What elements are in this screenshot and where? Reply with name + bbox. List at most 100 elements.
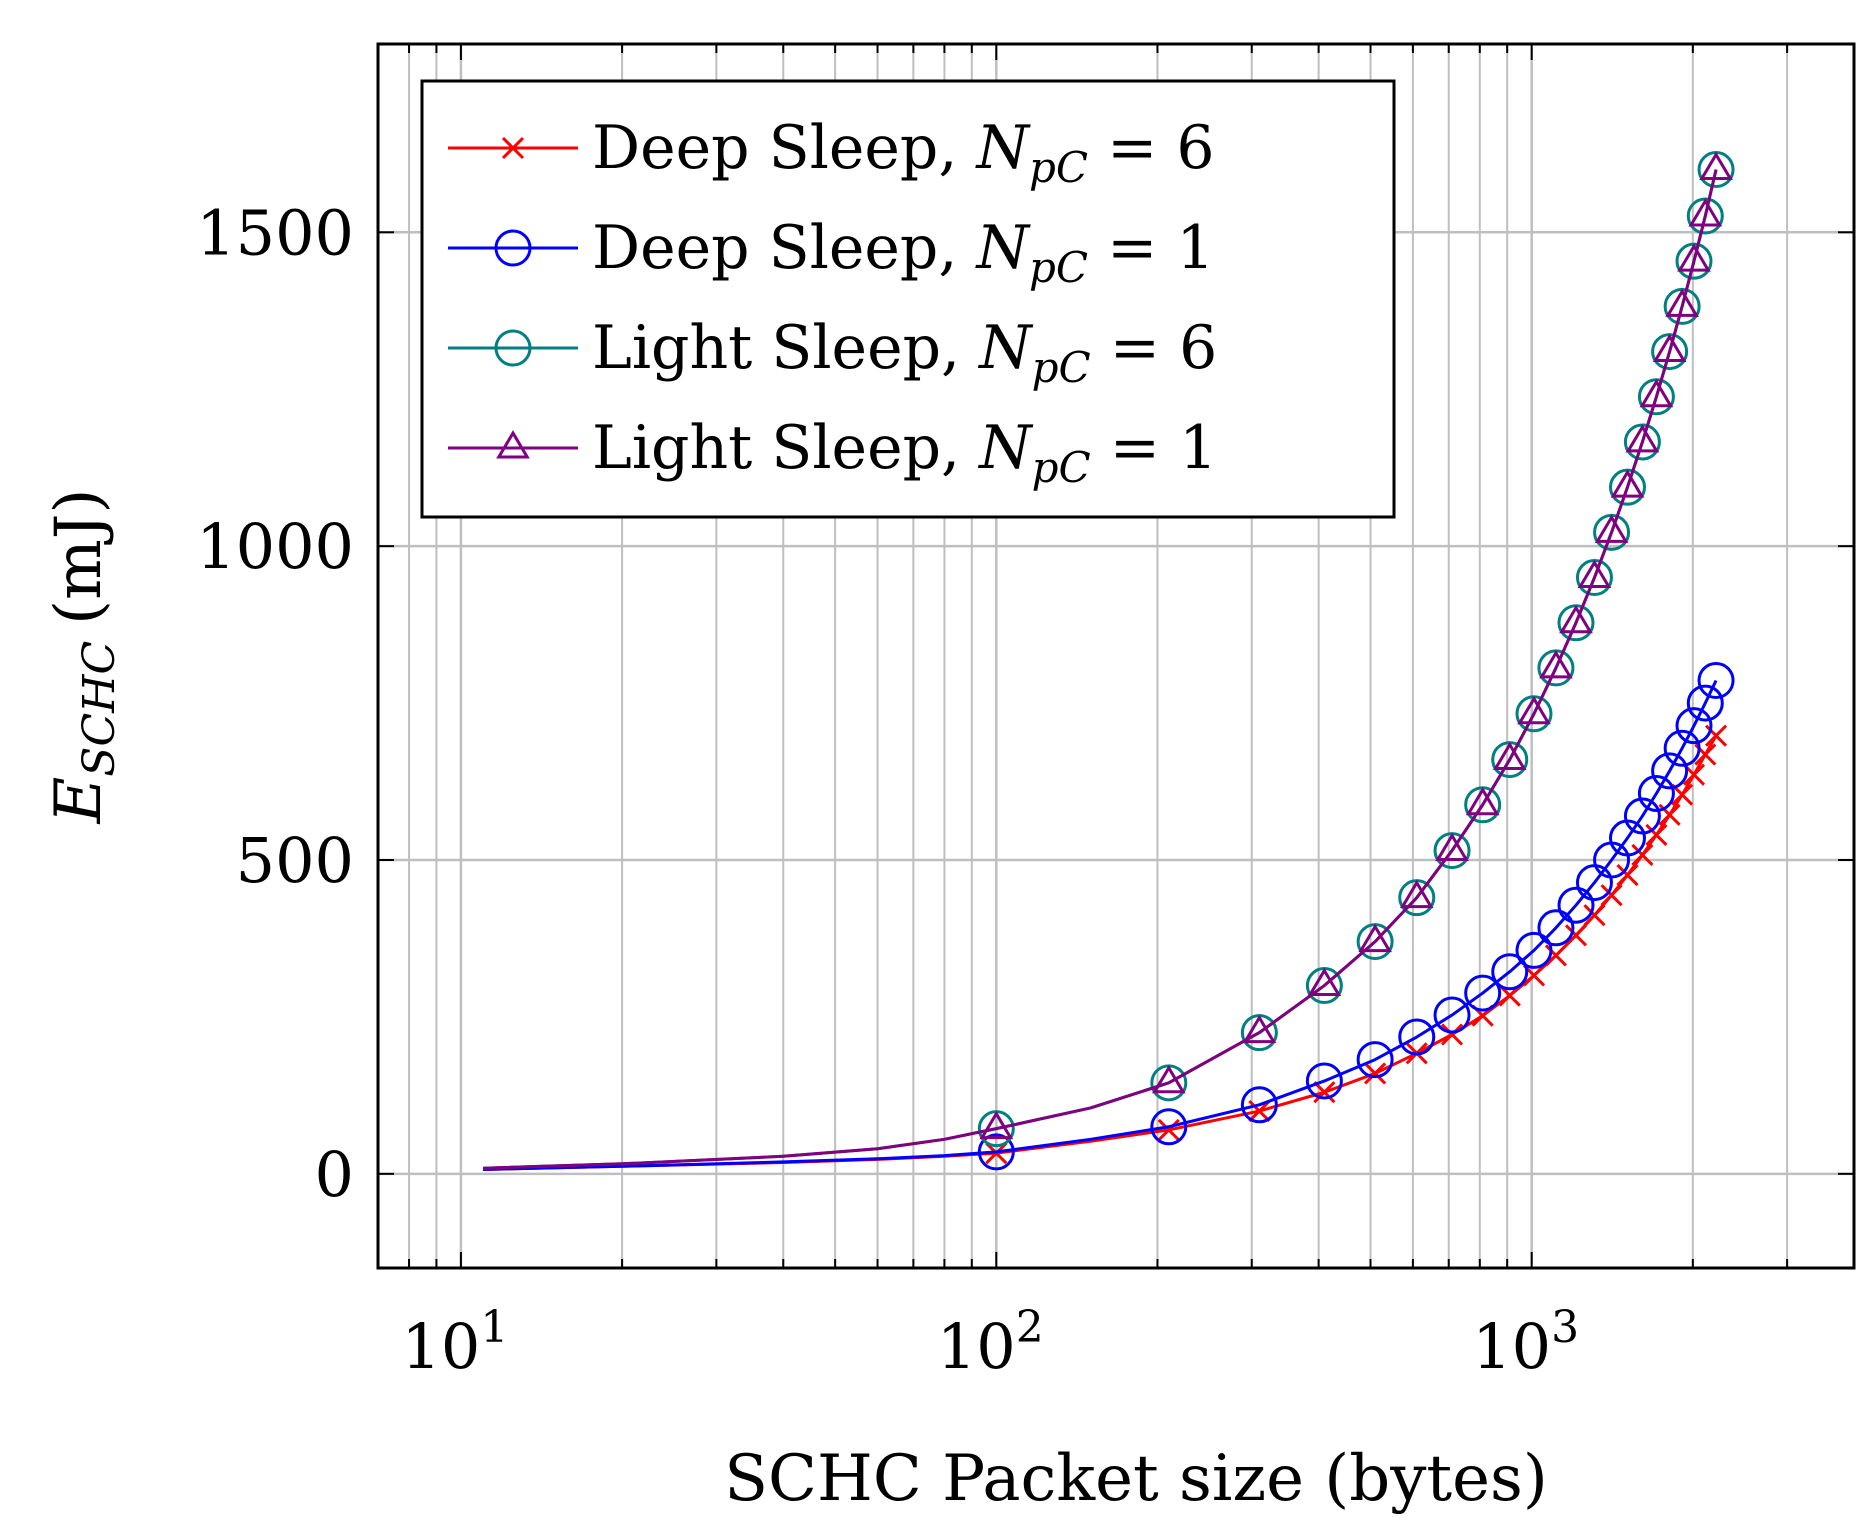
legend-suffix: = 1 [1088,213,1215,283]
marker-triangle [1539,650,1573,679]
legend-label: Deep Sleep, NpC = 1 [592,213,1215,292]
marker-triangle [1559,604,1593,634]
plot-frame [376,42,1856,1270]
x-tick-label-base: 10 [1472,1310,1551,1383]
marker-circle [1356,1041,1394,1079]
marker-triangle [1492,741,1527,771]
marker-triangle [1652,333,1687,363]
marker-triangle [1307,967,1342,997]
y-tick-label: 1500 [196,196,354,269]
marker-triangle [1465,786,1500,816]
legend-prefix: Deep Sleep, [592,113,976,183]
legend-var: N [977,313,1034,383]
marker-x [1631,843,1654,867]
series-group [483,151,1735,1171]
marker-circle [1305,1062,1343,1100]
marker-triangle [1242,1014,1277,1044]
y-tick-label: 500 [236,824,354,897]
marker-circle [1150,1108,1188,1146]
y-tick-label: 0 [315,1138,354,1211]
marker-triangle [1665,288,1699,317]
series-2 [483,661,1735,1171]
marker-circle [494,329,532,367]
x-tick-label-base: 10 [401,1310,480,1383]
marker-circle [1515,931,1553,969]
x-tick-label-exp: 2 [1016,1302,1044,1353]
marker-x [1564,924,1588,947]
marker-x [1544,944,1568,967]
marker-triangle [1610,469,1645,498]
legend-prefix: Light Sleep, [592,313,979,383]
marker-triangle [979,1110,1014,1140]
marker-triangle [1688,198,1723,227]
marker-circle [1686,684,1724,722]
marker-x [1440,1023,1464,1046]
x-tick-label: 102 [937,1302,1044,1383]
legend-sub: pC [1029,243,1088,292]
legend-suffix: = 6 [1088,113,1215,183]
legend-box [420,79,1396,519]
marker-circle [1697,661,1735,699]
marker-circle [1240,1086,1278,1124]
marker-x [1583,904,1606,927]
marker-circle [1675,707,1713,745]
marker-x [1313,1081,1336,1104]
marker-triangle [1358,923,1392,953]
marker-circle [1557,886,1595,924]
marker-triangle [1517,695,1551,725]
legend-entry: Deep Sleep, NpC = 6 [448,113,1215,192]
marker-circle [1398,1018,1436,1056]
series-line [483,169,1718,1170]
legend-var: N [977,413,1034,483]
marker-x [1645,823,1668,846]
legend-sub: pC [1029,143,1088,192]
legend-label: Light Sleep, NpC = 6 [592,313,1217,392]
marker-triangle [1577,559,1612,589]
y-axis-title: ESCHC (mJ) [42,489,125,825]
marker-x [1616,864,1639,887]
x-tick-label-exp: 3 [1551,1302,1579,1353]
legend-prefix: Light Sleep, [592,413,979,483]
x-tick-label-base: 10 [937,1310,1016,1383]
marker-circle [1663,729,1701,767]
marker-circle [1537,909,1575,947]
marker-triangle [496,430,530,459]
marker-circle [1623,797,1661,835]
marker-triangle [1399,879,1434,909]
marker-circle [494,229,532,267]
legend-sub: pC [1032,443,1091,492]
x-axis-title: SCHC Packet size (bytes) [724,1442,1548,1516]
marker-triangle [1625,424,1660,453]
marker-triangle [1699,151,1733,181]
marker-triangle [1639,378,1674,408]
y-axis-title-main: E [42,777,116,825]
marker-triangle [1594,514,1629,543]
x-tick-label: 101 [401,1302,508,1383]
series-4 [483,151,1733,1170]
legend-label: Deep Sleep, NpC = 6 [592,113,1215,192]
marker-triangle [1151,1064,1186,1094]
y-axis-title-unit: (mJ) [42,489,116,625]
y-axis-title-sub: SCHC [74,641,125,777]
legend-suffix: = 1 [1091,413,1218,483]
marker-circle [1491,953,1529,991]
x-tick-label: 103 [1472,1302,1579,1383]
marker-triangle [1435,832,1469,862]
legend-label: Light Sleep, NpC = 1 [592,413,1217,492]
legend-suffix: = 6 [1091,313,1218,383]
marker-x [1364,1062,1387,1085]
marker-x [501,136,525,160]
marker-circle [977,1133,1015,1171]
marker-x [1248,1100,1271,1123]
legend-prefix: Deep Sleep, [592,213,976,283]
legend-var: N [974,113,1031,183]
legend-entry: Light Sleep, NpC = 1 [448,413,1217,492]
legend-var: N [974,213,1031,283]
legend-entry: Deep Sleep, NpC = 1 [448,213,1215,292]
x-tick-label-exp: 1 [480,1302,508,1353]
